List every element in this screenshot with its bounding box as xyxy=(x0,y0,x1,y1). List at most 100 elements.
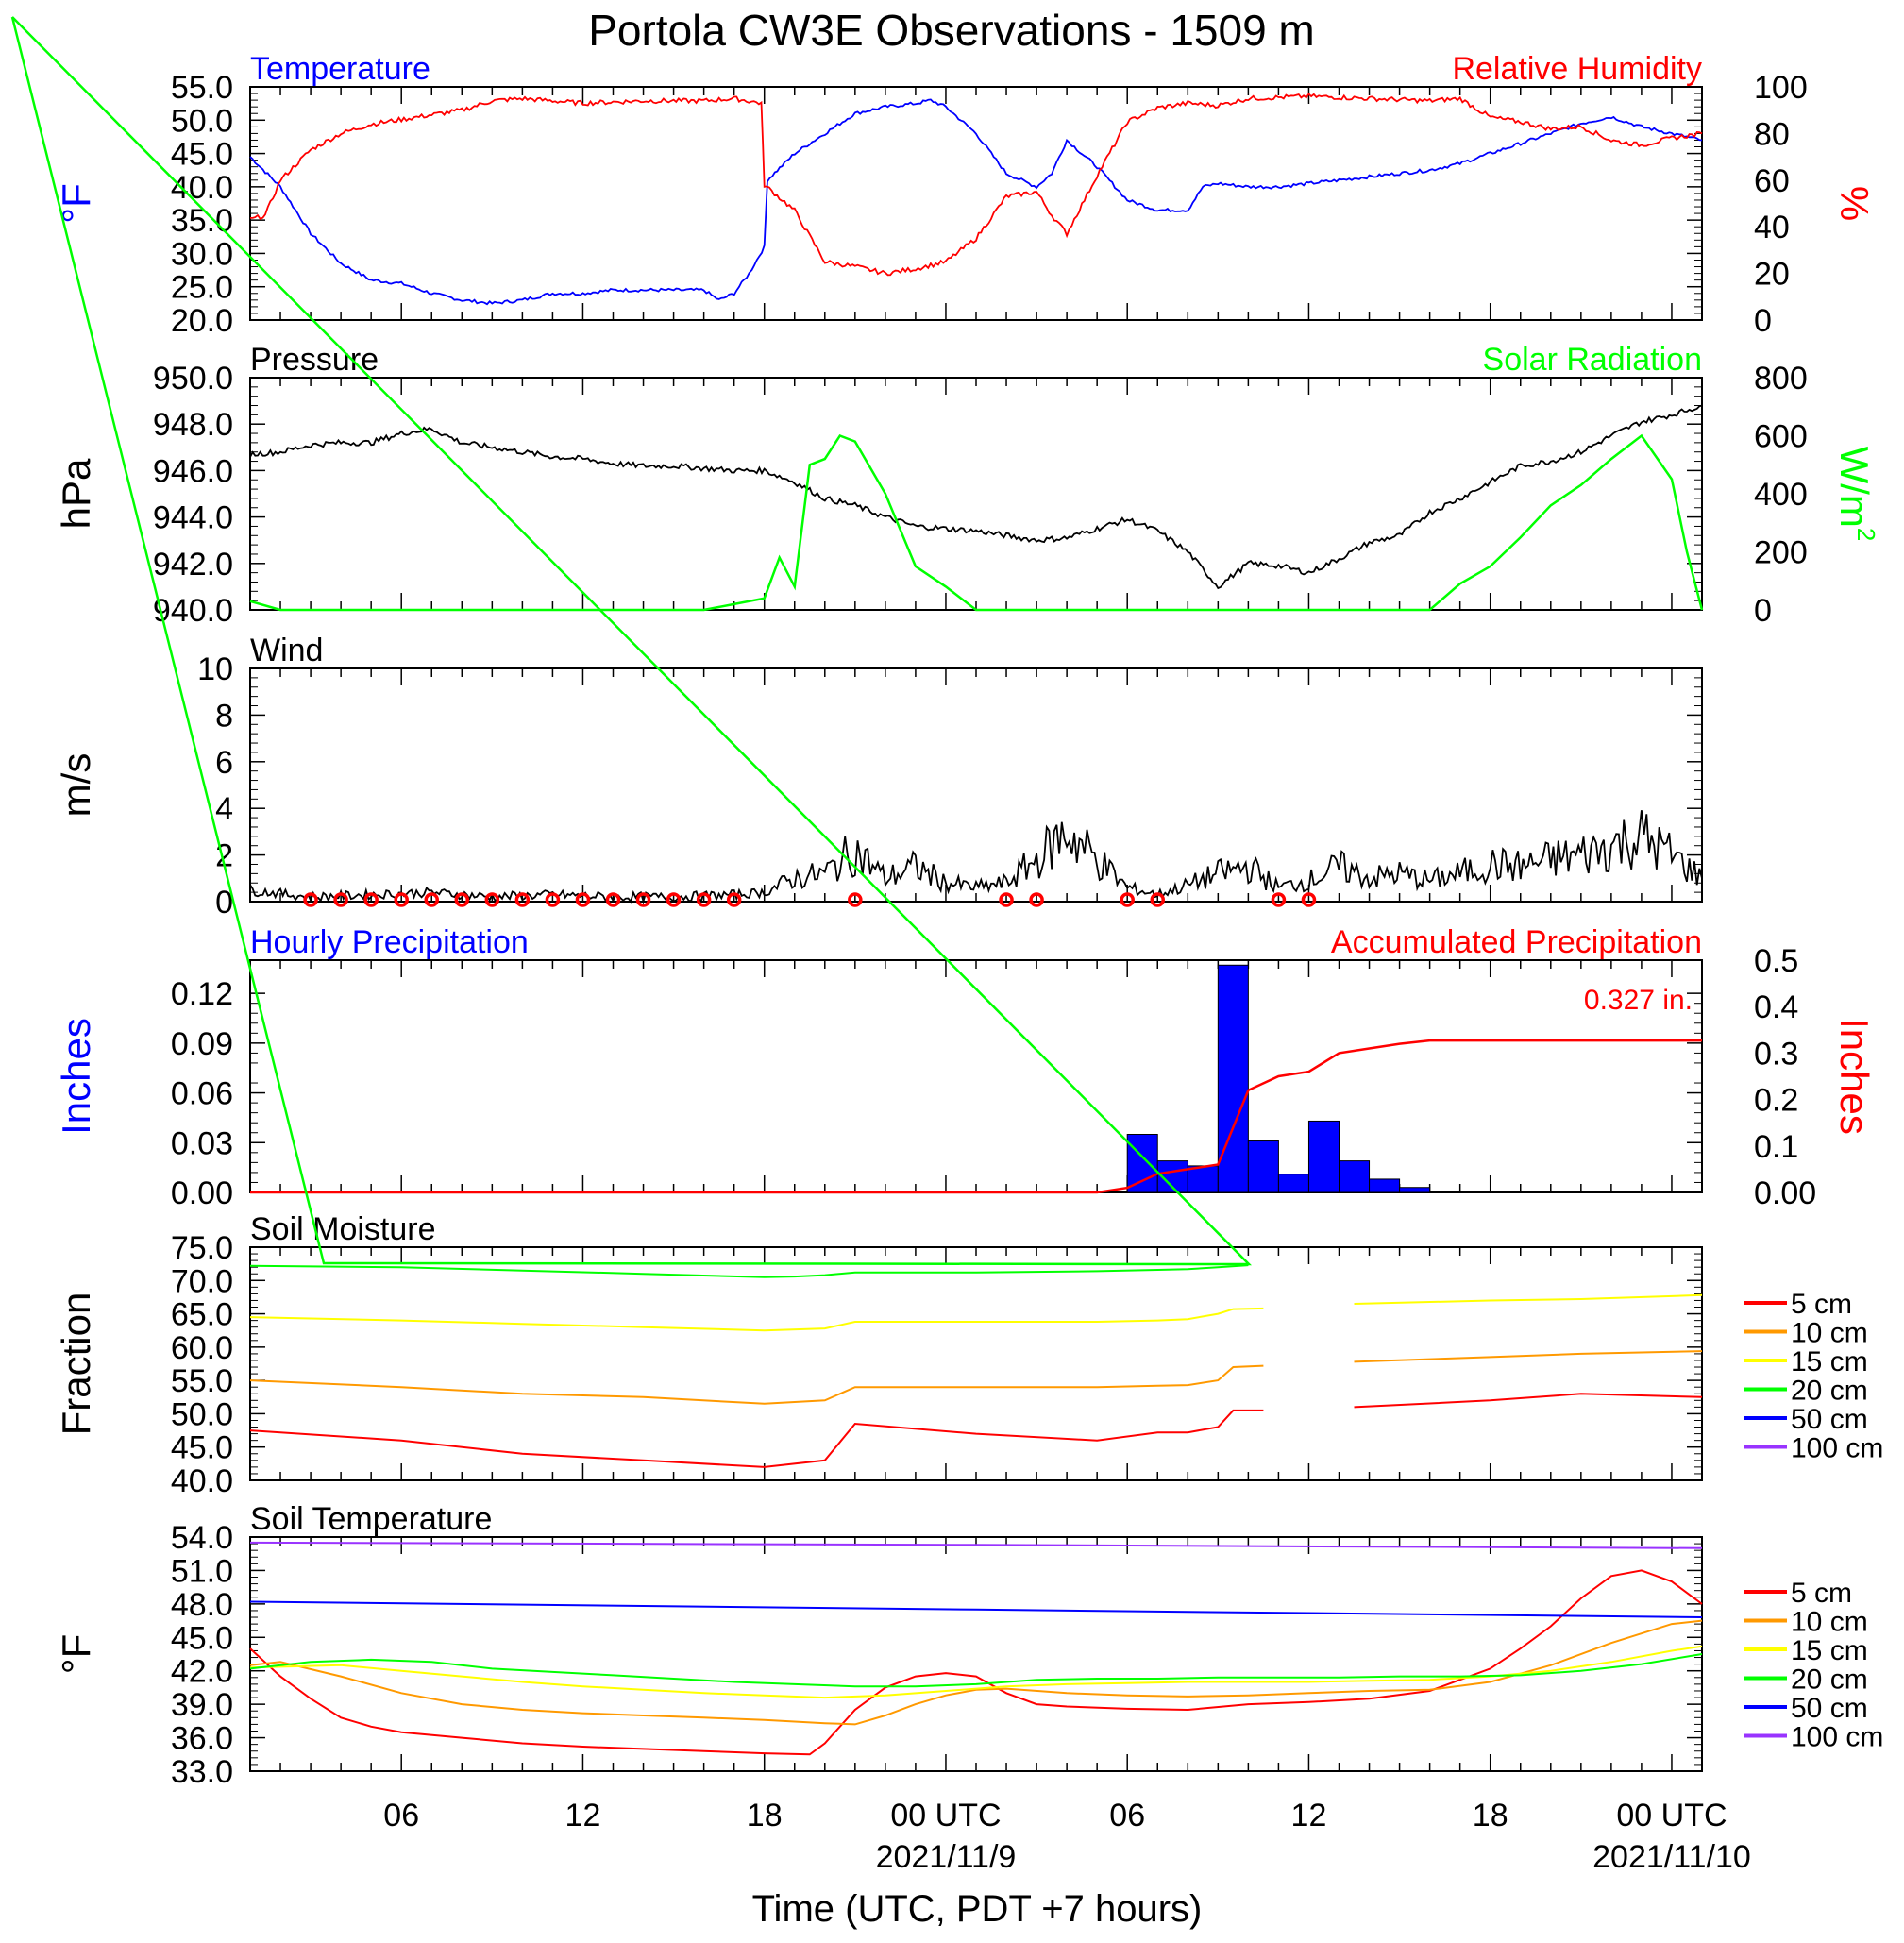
y-tick-label-left: 946.0 xyxy=(153,453,233,489)
panel-title-right: Accumulated Precipitation xyxy=(1331,924,1702,960)
y-tick-label-left: 0.06 xyxy=(171,1076,233,1112)
y-tick-label-left: 50.0 xyxy=(171,103,233,139)
panel-title-left: Temperature xyxy=(250,51,430,87)
x-tick-label: 12 xyxy=(1291,1798,1327,1833)
legend-label: 100 cm xyxy=(1791,1722,1883,1753)
calm-wind-marker xyxy=(1271,892,1287,907)
y-axis-label-right: W/m2 xyxy=(1832,447,1880,542)
calm-wind-marker xyxy=(514,892,531,907)
legend-label: 5 cm xyxy=(1791,1289,1852,1320)
y-axis-label-left: Inches xyxy=(54,1018,98,1135)
y-tick-label-right: 0.2 xyxy=(1754,1083,1798,1119)
precip-bar xyxy=(1399,1187,1431,1193)
y-tick-label-right: 40 xyxy=(1754,210,1790,245)
calm-wind-marker xyxy=(363,892,379,907)
calm-wind-marker xyxy=(484,892,500,907)
legend-label: 10 cm xyxy=(1791,1318,1868,1349)
panel-title-right: Relative Humidity xyxy=(1452,51,1702,87)
y-tick-label-right: 20 xyxy=(1754,257,1790,293)
series-line-100-cm xyxy=(249,1541,1703,1549)
panel-soil_moisture: 40.045.050.055.060.065.070.075.0 Soil Moi… xyxy=(54,1211,1883,1499)
y-tick-label-right: 0.00 xyxy=(1754,1175,1816,1211)
y-tick-label-right: 400 xyxy=(1754,477,1808,513)
plot-frame xyxy=(249,377,1703,611)
series-line-accumulated-precipitation xyxy=(250,1039,1702,1194)
y-tick-label-right: 200 xyxy=(1754,535,1808,571)
y-tick-label-left: 33.0 xyxy=(171,1754,233,1790)
y-axis-label-left: Fraction xyxy=(54,1293,98,1436)
panel-title-right: Solar Radiation xyxy=(1483,342,1702,378)
calm-wind-marker xyxy=(454,892,470,907)
precip-bar xyxy=(1247,1140,1279,1193)
y-tick-label-right: 0.3 xyxy=(1754,1036,1798,1072)
y-tick-label-left: 8 xyxy=(215,698,233,734)
y-tick-label-left: 45.0 xyxy=(171,1620,233,1656)
panel-precip: 0.00 0.03 0.06 0.09 0.12 0.00 0.1 0.2 0.3 0.4 0.5 H… xyxy=(54,924,1877,1211)
calm-wind-marker xyxy=(605,892,621,907)
figure-title: Portola CW3E Observations - 1509 m xyxy=(588,6,1315,55)
series-line-10-cm xyxy=(249,1619,1703,1726)
y-axis-label-left: m/s xyxy=(54,753,98,818)
legend-label: 20 cm xyxy=(1791,1664,1868,1696)
x-tick-label: 06 xyxy=(383,1798,419,1833)
calm-wind-marker xyxy=(999,892,1014,907)
x-tick-label: 06 xyxy=(1109,1798,1145,1833)
x-tick-label: 12 xyxy=(565,1798,601,1833)
y-axis-label-left: °F xyxy=(54,183,98,223)
y-tick-label-right: 800 xyxy=(1754,361,1808,397)
calm-wind-marker xyxy=(1029,892,1044,907)
series-line-50-cm xyxy=(249,1600,1703,1618)
panel-temp_rh: 20.025.030.035.040.045.050.055.002040608… xyxy=(54,51,1877,339)
y-tick-label-left: 51.0 xyxy=(171,1553,233,1589)
calm-wind-marker xyxy=(333,892,348,907)
series-line-pressure xyxy=(249,404,1703,590)
series-line-5-cm xyxy=(1354,1393,1703,1409)
y-tick-label-left: 75.0 xyxy=(171,1230,233,1266)
x-tick-label: 18 xyxy=(1473,1798,1508,1833)
series-line-solar-radiation xyxy=(249,433,1704,612)
diagonal-artifact xyxy=(10,16,1253,1266)
y-tick-label-left: 60.0 xyxy=(171,1330,233,1366)
y-tick-label-left: 6 xyxy=(215,745,233,781)
y-axis-label-right: % xyxy=(1832,186,1877,221)
precip-bar xyxy=(1217,964,1249,1193)
series-line-20-cm xyxy=(249,1653,1703,1688)
calm-wind-marker xyxy=(1120,892,1135,907)
y-tick-label-left: 0 xyxy=(215,885,233,921)
x-date-label: 2021/11/10 xyxy=(1592,1839,1751,1875)
calm-wind-marker xyxy=(666,892,682,907)
y-axis-label-left: hPa xyxy=(54,458,98,529)
legend-label: 5 cm xyxy=(1791,1578,1852,1609)
series-line-5-cm xyxy=(249,1409,1264,1468)
plot-frame xyxy=(249,86,1703,321)
x-date-label: 2021/11/9 xyxy=(876,1839,1017,1875)
y-axis-label-right: Inches xyxy=(1832,1018,1877,1135)
series-line-relative-humidity xyxy=(250,93,1703,277)
panel-title-left: Hourly Precipitation xyxy=(250,924,529,960)
y-tick-label-left: 55.0 xyxy=(171,70,233,106)
y-axis-label-right-text: Inches xyxy=(1832,1018,1877,1135)
calm-wind-marker xyxy=(1150,892,1165,907)
precip-bar xyxy=(1187,1165,1219,1193)
precip-bar xyxy=(1369,1178,1401,1193)
plot-frame xyxy=(249,1536,1703,1772)
precip-bar xyxy=(1126,1134,1158,1193)
series-line-5-cm xyxy=(249,1569,1703,1756)
y-tick-label-right: 80 xyxy=(1754,116,1790,152)
panel-pressure_solar: 940.0 942.0 944.0 946.0 948.0 950.0 0 200 400 600… xyxy=(54,342,1880,629)
y-tick-label-left: 948.0 xyxy=(153,407,233,443)
y-tick-label-left: 25.0 xyxy=(171,270,233,306)
y-tick-label-right: 0 xyxy=(1754,593,1772,629)
y-tick-label-right: 0.4 xyxy=(1754,989,1798,1025)
y-tick-label-left: 20.0 xyxy=(171,303,233,339)
panels: 20.025.030.035.040.045.050.055.002040608… xyxy=(54,51,1883,1790)
series-line-20-cm xyxy=(249,1264,1249,1278)
series-line-temperature xyxy=(249,98,1703,306)
y-tick-label-left: 10 xyxy=(197,651,233,687)
plot-frame xyxy=(249,959,1703,1193)
calm-wind-marker xyxy=(848,892,863,907)
legend-label: 15 cm xyxy=(1791,1346,1868,1377)
series-line-10-cm xyxy=(249,1364,1264,1405)
